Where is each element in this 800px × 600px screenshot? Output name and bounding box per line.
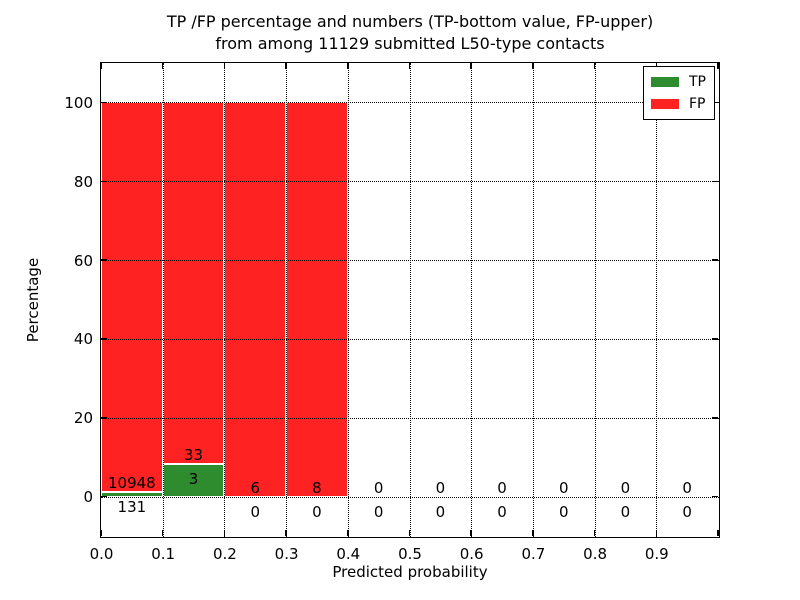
x-tick-label: 0.4 [336, 545, 361, 563]
legend-item-fp: FP [651, 93, 706, 115]
x-tick [532, 530, 534, 536]
bar-fp-segment [224, 102, 287, 497]
chart-title-line2: from among 11129 submitted L50-type cont… [215, 34, 605, 53]
x-tick-top [470, 63, 472, 69]
legend-label-fp: FP [689, 96, 706, 112]
x-tick-top [717, 63, 719, 69]
bar-fp-segment [101, 102, 163, 492]
gridline-x-0.9 [656, 63, 658, 537]
y-tick [101, 259, 107, 261]
legend: TP FP [643, 66, 715, 120]
fp-count-label: 0 [558, 478, 569, 497]
fp-swatch-icon [651, 99, 679, 109]
legend-label-tp: TP [689, 74, 706, 90]
x-tick-top [285, 63, 287, 69]
x-tick [100, 530, 102, 536]
x-tick [593, 530, 596, 536]
fp-count-label: 0 [435, 478, 446, 497]
y-tick [101, 417, 107, 419]
gridline-x-0.3 [286, 63, 288, 537]
x-tick [285, 530, 287, 536]
gridline-x-0.5 [409, 63, 411, 537]
x-tick-top [532, 63, 534, 69]
y-axis-label: Percentage [24, 257, 42, 343]
fp-count-label: 33 [184, 446, 204, 465]
tp-count-label: 0 [312, 502, 322, 521]
tp-count-label: 0 [682, 502, 692, 521]
fp-count-label: 6 [250, 478, 261, 497]
y-tick-label: 60 [73, 251, 93, 270]
y-tick-right [712, 417, 718, 419]
tp-count-label: 0 [435, 502, 446, 521]
fp-count-label: 0 [620, 478, 631, 497]
gridline-x-0.4 [347, 63, 349, 537]
y-tick-right [712, 101, 718, 104]
x-tick [717, 530, 719, 536]
x-tick-label: 0.8 [583, 545, 608, 563]
fp-count-label: 0 [497, 478, 507, 497]
x-tick [470, 530, 472, 536]
y-tick-right [712, 259, 718, 261]
x-tick-label: 0.9 [644, 545, 669, 563]
tp-count-label: 3 [188, 469, 199, 488]
x-tick [655, 530, 658, 536]
x-tick-label: 0.3 [274, 545, 299, 563]
x-axis-label: Predicted probability [332, 563, 488, 581]
tp-count-label: 131 [117, 497, 147, 516]
plot-area: 10948 131 33 3 6 0 8 0 0 0 0 0 0 0 0 0 0 0 0 0 TP FP [100, 62, 720, 538]
y-tick [101, 338, 107, 340]
plot-canvas: 10948 131 33 3 6 0 8 0 0 0 0 0 0 0 0 0 0 0 0 0 [100, 63, 719, 537]
x-tick-top [347, 63, 349, 69]
y-tick [101, 101, 107, 104]
x-tick-top [593, 63, 596, 69]
y-tick-label: 20 [73, 409, 93, 428]
y-tick-label: 100 [64, 93, 93, 112]
y-tick-right [712, 180, 718, 182]
tp-swatch-icon [651, 77, 679, 87]
y-tick-label: 80 [73, 172, 93, 191]
x-tick-top [100, 63, 102, 69]
x-tick-top [223, 63, 226, 69]
x-tick-label: 0.0 [89, 545, 114, 563]
legend-item-tp: TP [651, 71, 706, 93]
bar-tp-segment [162, 463, 225, 497]
x-tick-label: 0.5 [398, 545, 422, 563]
gridline-x-0.7 [532, 63, 534, 537]
chart-title: TP /FP percentage and numbers (TP-bottom… [100, 11, 720, 55]
y-tick-label: 40 [73, 330, 93, 349]
bar-tp-segment [101, 491, 163, 497]
bar-fp-segment [162, 102, 225, 464]
x-tick [408, 530, 411, 536]
x-tick-top [161, 63, 164, 69]
chart-title-line1: TP /FP percentage and numbers (TP-bottom… [166, 12, 654, 31]
y-tick-right [712, 495, 718, 498]
fp-count-label: 10948 [108, 474, 156, 493]
y-tick-right [712, 338, 718, 340]
tp-count-label: 0 [497, 502, 507, 521]
x-tick-label: 0.7 [521, 545, 546, 563]
tp-count-label: 0 [250, 502, 261, 521]
x-tick-label: 0.6 [459, 545, 484, 563]
x-tick [223, 530, 226, 536]
gridline-x-0.2 [224, 63, 226, 537]
tp-count-label: 0 [558, 502, 569, 521]
tp-count-label: 0 [373, 502, 384, 521]
gridline-x-0.6 [471, 63, 473, 537]
fp-count-label: 8 [312, 478, 322, 497]
x-tick-top [408, 63, 411, 69]
y-tick [101, 495, 107, 498]
y-tick [101, 180, 107, 182]
tp-count-label: 0 [620, 502, 631, 521]
gridline-x-0.1 [162, 63, 164, 537]
fp-count-label: 0 [373, 478, 384, 497]
fp-count-label: 0 [682, 478, 692, 497]
x-tick-label: 0.2 [212, 545, 237, 563]
x-tick [161, 530, 164, 536]
bar-fp-segment [286, 102, 348, 497]
x-tick [347, 530, 349, 536]
y-tick-label: 0 [83, 488, 93, 507]
x-tick-label: 0.1 [151, 545, 176, 563]
gridline-x-0.8 [594, 63, 596, 537]
